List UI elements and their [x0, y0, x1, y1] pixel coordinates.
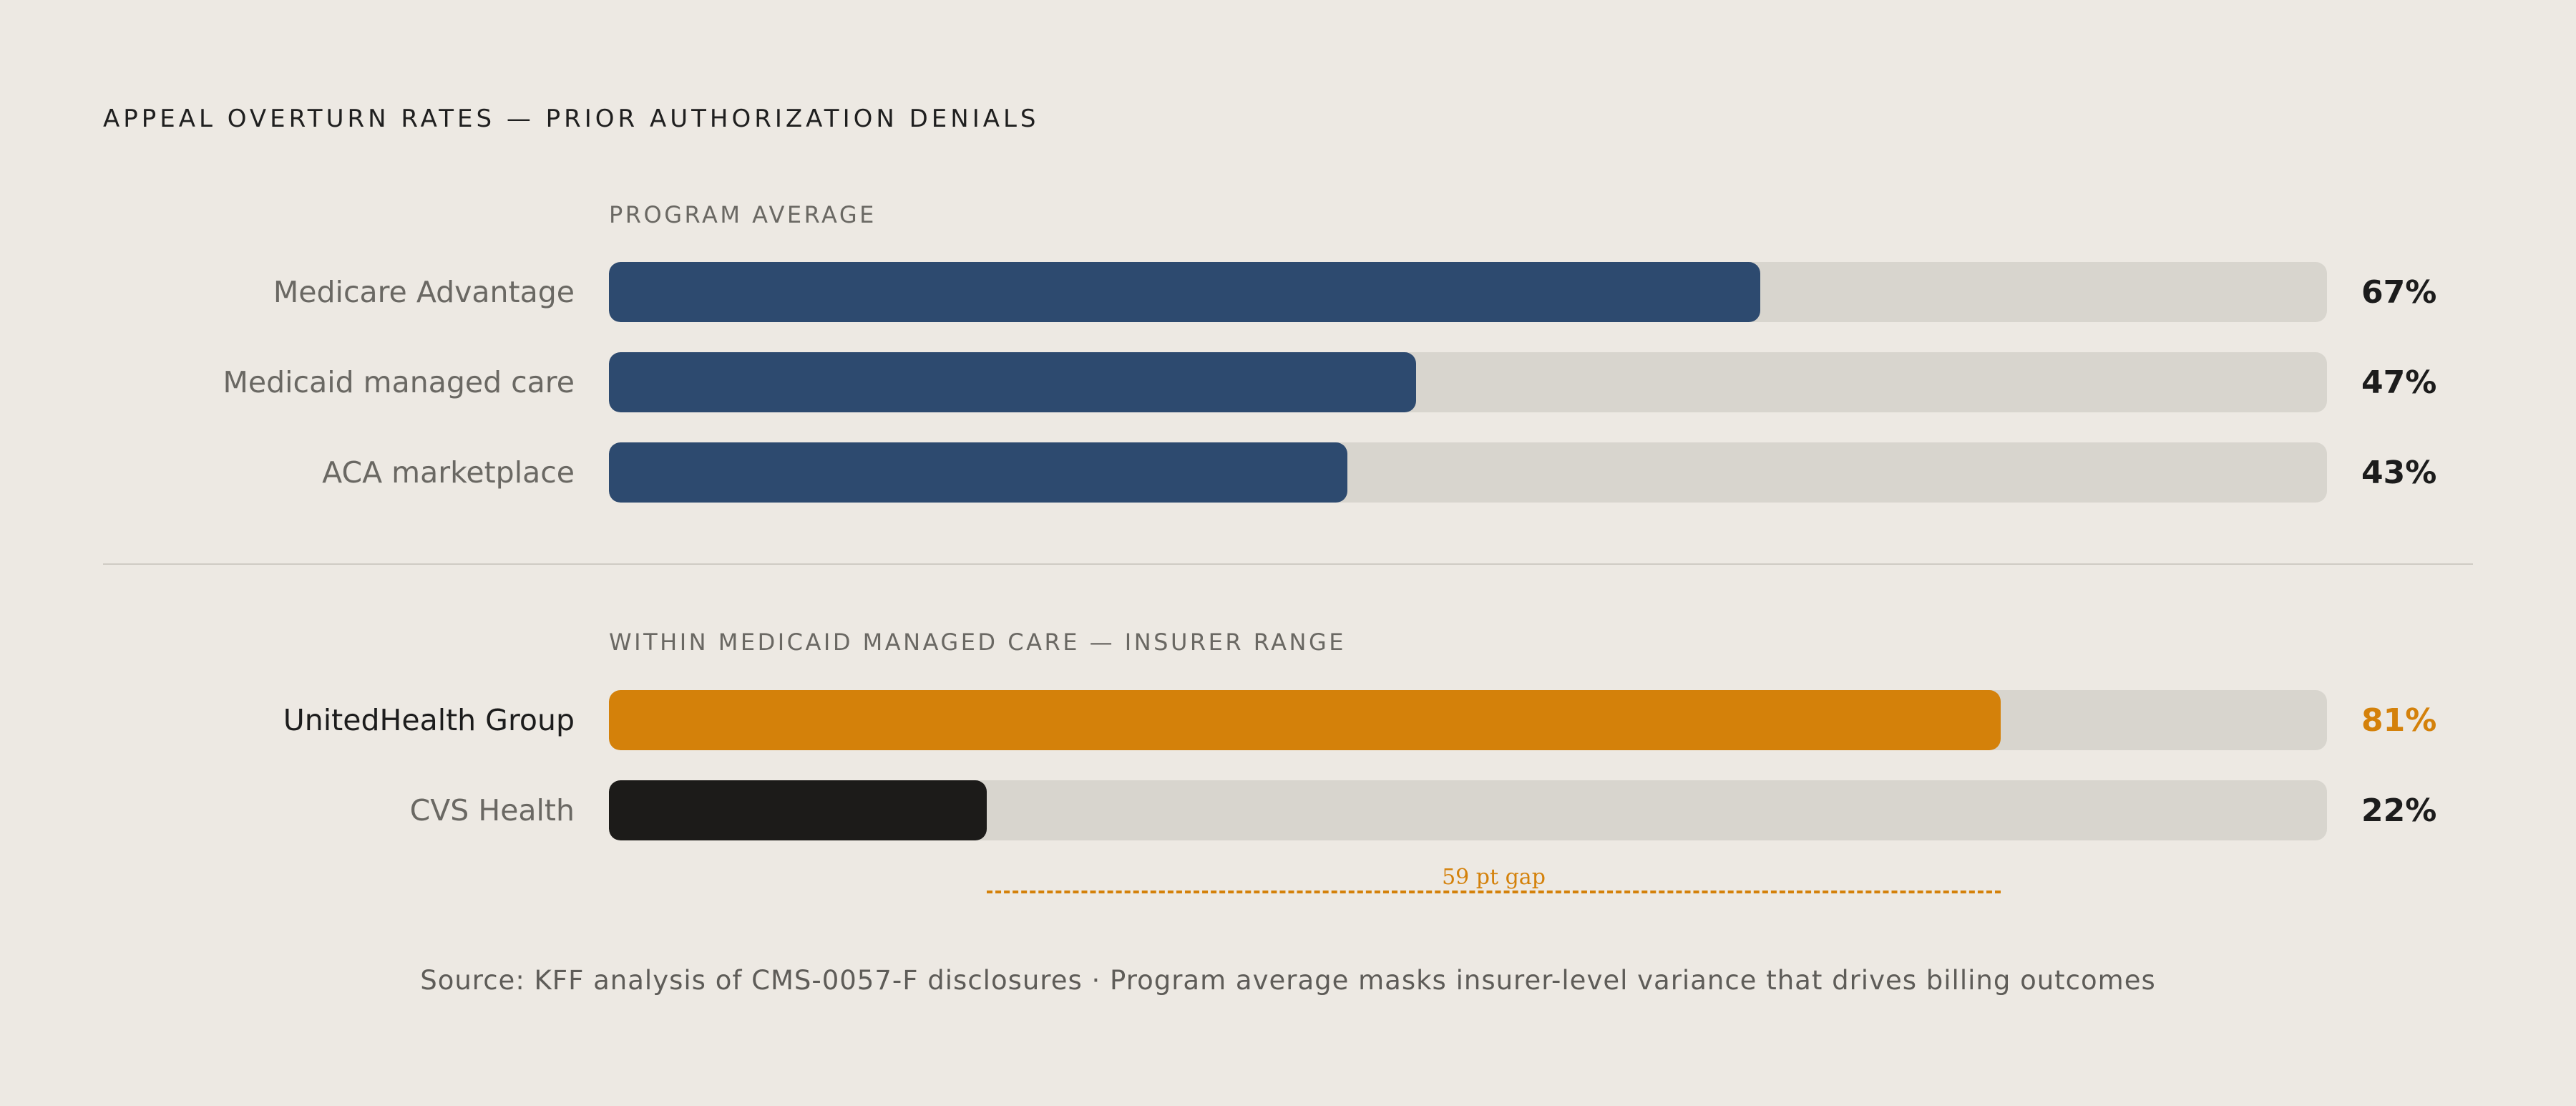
bar-row: Medicaid managed care 47%: [0, 352, 2576, 412]
bar-row: ACA marketplace 43%: [0, 442, 2576, 503]
bar-fill: [609, 352, 1417, 412]
gap-annotation-label: 59 pt gap: [1442, 865, 1546, 890]
section-label-insurer-range: WITHIN MEDICAID MANAGED CARE — INSURER R…: [609, 629, 1346, 656]
gap-annotation-line: [987, 891, 2001, 893]
bar-row: CVS Health 22%: [0, 780, 2576, 840]
source-footnote: Source: KFF analysis of CMS-0057-F discl…: [420, 965, 2156, 996]
bar-row: Medicare Advantage 67%: [0, 262, 2576, 322]
bar-track: [609, 352, 2327, 412]
bar-fill: [609, 780, 987, 840]
bar-value-label: 81%: [2361, 702, 2437, 739]
bar-category-label: ACA marketplace: [322, 455, 575, 490]
bar-value-label: 43%: [2361, 454, 2437, 491]
bar-row: UnitedHealth Group 81%: [0, 690, 2576, 750]
bar-fill: [609, 262, 1760, 322]
bar-track: [609, 442, 2327, 503]
section-label-program-average: PROGRAM AVERAGE: [609, 201, 877, 228]
bar-value-label: 47%: [2361, 364, 2437, 401]
chart-title: APPEAL OVERTURN RATES — PRIOR AUTHORIZAT…: [103, 105, 1040, 133]
section-divider: [103, 563, 2473, 565]
bar-track: [609, 690, 2327, 750]
bar-track: [609, 780, 2327, 840]
bar-category-label: UnitedHealth Group: [283, 703, 575, 737]
bar-track: [609, 262, 2327, 322]
bar-category-label: Medicaid managed care: [223, 365, 575, 399]
bar-value-label: 22%: [2361, 792, 2437, 829]
bar-category-label: Medicare Advantage: [273, 275, 575, 309]
bar-fill: [609, 690, 2001, 750]
bar-value-label: 67%: [2361, 273, 2437, 311]
bar-fill: [609, 442, 1348, 503]
bar-category-label: CVS Health: [409, 793, 575, 828]
